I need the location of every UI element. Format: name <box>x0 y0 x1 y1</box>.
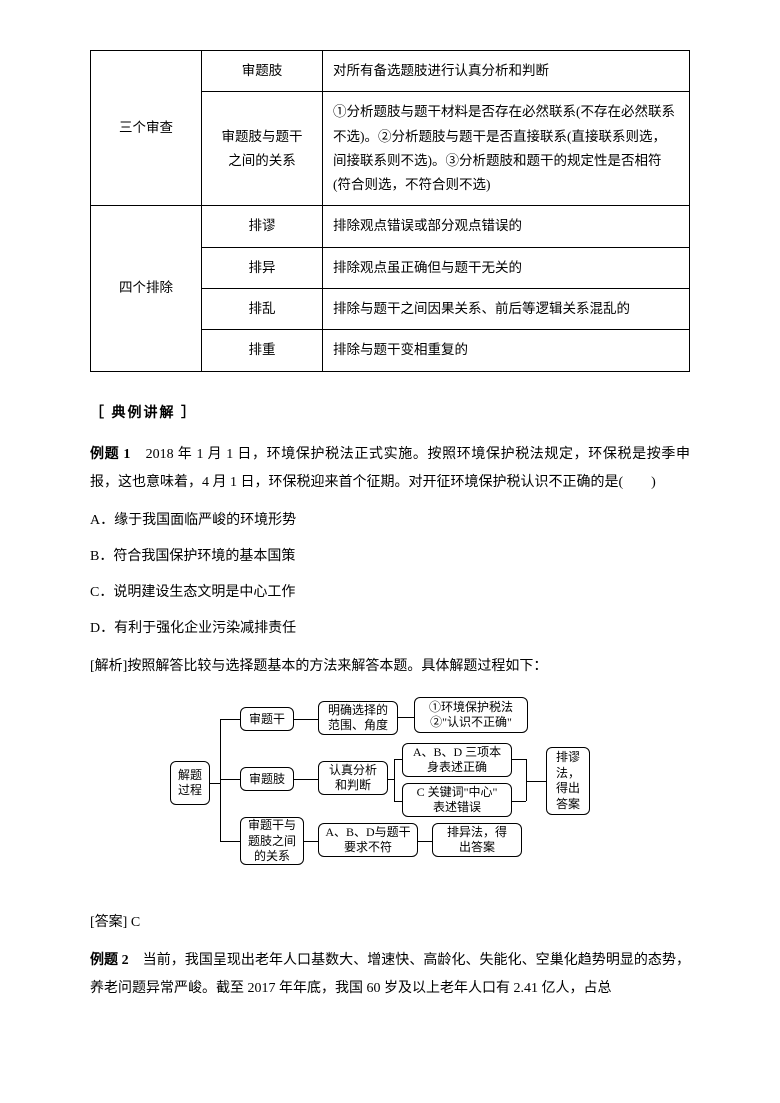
example2-stem: 例题 2 当前，我国呈现出老年人口基数大、增速快、高龄化、失能化、空巢化趋势明显… <box>90 947 690 1003</box>
cell: 排乱 <box>202 289 323 330</box>
cell: 排重 <box>202 330 323 371</box>
cell: 排除观点虽正确但与题干无关的 <box>323 247 690 288</box>
cell: 排异 <box>202 247 323 288</box>
node-c2b: C 关键词"中心" 表述错误 <box>402 783 512 817</box>
option-c: C．说明建设生态文明是中心工作 <box>90 579 690 607</box>
section-title: ［ 典例讲解 ］ <box>90 402 690 426</box>
option-a: A．缘于我国面临严峻的环境形势 <box>90 507 690 535</box>
node-b3: A、B、D与题干 要求不符 <box>318 823 418 857</box>
node-b1: 明确选择的 范围、角度 <box>318 701 398 735</box>
node-root: 解题 过程 <box>170 761 210 805</box>
node-a2: 审题肢 <box>240 767 294 791</box>
example1-text: 2018 年 1 月 1 日，环境保护税法正式实施。按照环境保护税法规定，环保税… <box>90 447 690 490</box>
cell: ①分析题肢与题干材料是否存在必然联系(不存在必然联系不选)。②分析题肢与题干是否… <box>323 92 690 206</box>
answer-label: [答案] <box>90 915 127 930</box>
node-c1: ①环境保护税法 ②"认识不正确" <box>414 697 528 733</box>
option-d: D．有利于强化企业污染减排责任 <box>90 615 690 643</box>
example1-head: 例题 1 <box>90 447 130 462</box>
example2-head: 例题 2 <box>90 953 129 968</box>
node-a1: 审题干 <box>240 707 294 731</box>
answer-value: C <box>131 915 140 930</box>
node-b2: 认真分析 和判断 <box>318 761 388 795</box>
methods-table: 三个审查 审题肢 对所有备选题肢进行认真分析和判断 审题肢与题干 之间的关系 ①… <box>90 50 690 372</box>
cell: 对所有备选题肢进行认真分析和判断 <box>323 51 690 92</box>
page: 三个审查 审题肢 对所有备选题肢进行认真分析和判断 审题肢与题干 之间的关系 ①… <box>0 0 780 1103</box>
node-a3: 审题干与 题肢之间 的关系 <box>240 817 304 865</box>
node-r1: 排谬 法， 得出 答案 <box>546 747 590 815</box>
analysis-text: 按照解答比较与选择题基本的方法来解答本题。具体解题过程如下： <box>127 659 547 674</box>
option-b: B．符合我国保护环境的基本国策 <box>90 543 690 571</box>
node-c2a: A、B、D 三项本 身表述正确 <box>402 743 512 777</box>
node-c3: 排异法，得 出答案 <box>432 823 522 857</box>
analysis-label: [解析] <box>90 659 127 674</box>
table-row: 四个排除 排谬 排除观点错误或部分观点错误的 <box>91 206 690 247</box>
cell: 审题肢与题干 之间的关系 <box>202 92 323 206</box>
cell: 排除与题干之间因果关系、前后等逻辑关系混乱的 <box>323 289 690 330</box>
example1-options: A．缘于我国面临严峻的环境形势 B．符合我国保护环境的基本国策 C．说明建设生态… <box>90 507 690 643</box>
cell: 审题肢 <box>202 51 323 92</box>
cell: 排除与题干变相重复的 <box>323 330 690 371</box>
example2-text: 当前，我国呈现出老年人口基数大、增速快、高龄化、失能化、空巢化趋势明显的态势，养… <box>90 953 690 996</box>
cell: 排谬 <box>202 206 323 247</box>
cell-group2-label: 四个排除 <box>91 206 202 371</box>
solution-diagram: 解题 过程 审题干 审题肢 审题干与 题肢之间 的关系 明确选择的 范围、角度 … <box>170 695 610 875</box>
cell-group1-label: 三个审查 <box>91 51 202 206</box>
analysis-line: [解析]按照解答比较与选择题基本的方法来解答本题。具体解题过程如下： <box>90 653 690 681</box>
example1-stem: 例题 1 2018 年 1 月 1 日，环境保护税法正式实施。按照环境保护税法规… <box>90 441 690 497</box>
answer-line: [答案] C <box>90 909 690 937</box>
cell: 排除观点错误或部分观点错误的 <box>323 206 690 247</box>
table-row: 三个审查 审题肢 对所有备选题肢进行认真分析和判断 <box>91 51 690 92</box>
